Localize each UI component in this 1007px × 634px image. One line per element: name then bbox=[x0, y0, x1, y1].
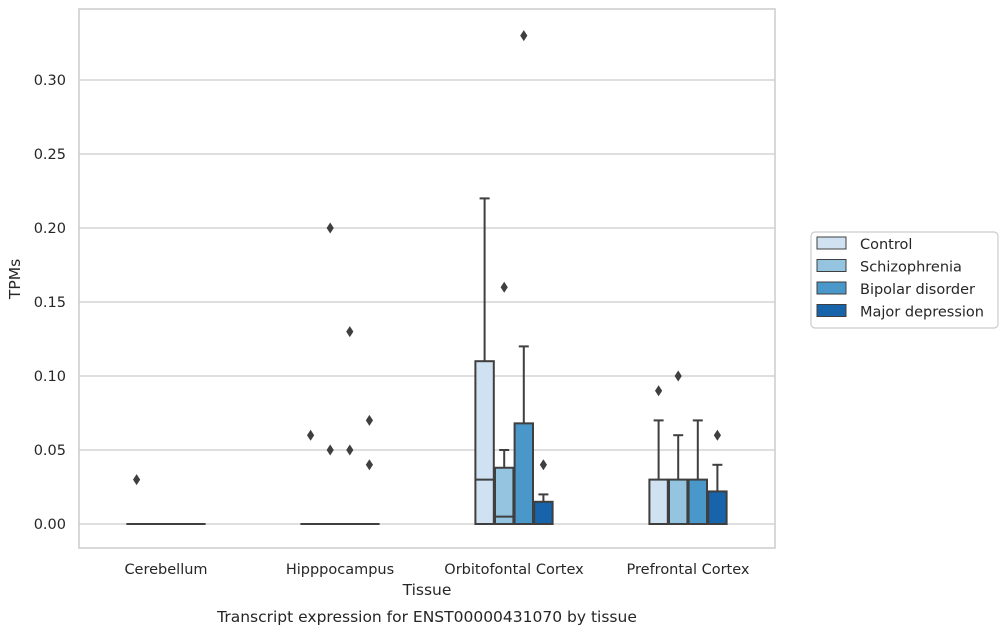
outlier-point bbox=[674, 370, 682, 382]
x-tick-label: Hipppocampus bbox=[286, 562, 394, 578]
y-tick-label: 0.30 bbox=[34, 73, 66, 89]
plot-border bbox=[78, 8, 776, 549]
chart-caption: Transcript expression for ENST0000043107… bbox=[216, 608, 637, 626]
legend-item: Control bbox=[816, 236, 912, 253]
outlier-point bbox=[365, 459, 373, 471]
outlier-point bbox=[346, 444, 354, 456]
x-tick-label: Cerebellum bbox=[124, 562, 207, 578]
outlier-point bbox=[713, 429, 721, 441]
box-body bbox=[648, 478, 669, 526]
legend-frame bbox=[810, 231, 999, 329]
box-schizophrenia bbox=[320, 222, 341, 526]
legend-swatch bbox=[816, 281, 847, 295]
box-major-depression bbox=[359, 414, 380, 526]
box-bipolar-disorder bbox=[687, 419, 708, 526]
y-tick-label: 0.15 bbox=[34, 295, 66, 311]
outlier-point bbox=[365, 414, 373, 426]
box-body bbox=[533, 500, 554, 525]
y-axis-label: TPMs bbox=[6, 259, 24, 300]
legend-label: Schizophrenia bbox=[860, 260, 962, 276]
outlier-point bbox=[133, 474, 141, 486]
legend-swatch bbox=[816, 259, 847, 272]
box-control bbox=[648, 385, 669, 526]
y-tick-label: 0.05 bbox=[34, 443, 66, 459]
legend-swatch bbox=[816, 304, 847, 317]
boxes bbox=[126, 30, 728, 526]
outlier-point bbox=[520, 30, 528, 42]
outlier-point bbox=[346, 326, 354, 338]
legend: Control Schizophrenia Bipolar disorder Majo… bbox=[810, 231, 999, 329]
box-schizophrenia bbox=[494, 281, 515, 526]
outlier-point bbox=[326, 444, 334, 456]
box-schizophrenia bbox=[668, 370, 689, 526]
tick-labels: 0.00 0.05 0.10 0.15 0.20 0.25 0.30 Cerebellum Hi… bbox=[34, 73, 750, 578]
legend-label: Major depression bbox=[860, 305, 984, 321]
x-axis-label: Tissue bbox=[402, 581, 452, 599]
grid-lines bbox=[79, 79, 775, 525]
outlier-point bbox=[307, 429, 315, 441]
box-body bbox=[707, 490, 728, 526]
y-tick-label: 0.10 bbox=[34, 369, 66, 385]
legend-item: Major depression bbox=[816, 304, 984, 321]
box-control bbox=[474, 197, 495, 526]
box-body bbox=[513, 422, 534, 525]
plot-frame bbox=[78, 8, 776, 549]
box-bipolar-disorder bbox=[513, 30, 534, 525]
legend-label: Bipolar disorder bbox=[860, 282, 975, 298]
outlier-point bbox=[539, 459, 547, 471]
y-tick-label: 0.00 bbox=[34, 517, 66, 533]
y-tick-label: 0.25 bbox=[34, 147, 66, 163]
legend-swatch bbox=[816, 236, 847, 250]
legend-item: Schizophrenia bbox=[816, 259, 962, 276]
box-body bbox=[687, 478, 708, 526]
box-control bbox=[300, 429, 321, 526]
box-major-depression bbox=[707, 429, 728, 526]
outlier-point bbox=[326, 222, 334, 234]
box-body bbox=[668, 478, 689, 526]
outlier-point bbox=[655, 385, 663, 397]
box-body bbox=[474, 360, 495, 526]
box-major-depression bbox=[533, 459, 554, 525]
outlier-point bbox=[500, 281, 508, 293]
legend-label: Control bbox=[860, 237, 912, 253]
x-tick-label: Orbitofontal Cortex bbox=[444, 562, 584, 578]
x-tick-label: Prefrontal Cortex bbox=[627, 562, 750, 578]
box-body bbox=[494, 466, 515, 526]
y-tick-label: 0.20 bbox=[34, 221, 66, 237]
legend-item: Bipolar disorder bbox=[816, 281, 975, 298]
box-bipolar-disorder bbox=[339, 326, 361, 526]
box-control bbox=[126, 474, 147, 526]
